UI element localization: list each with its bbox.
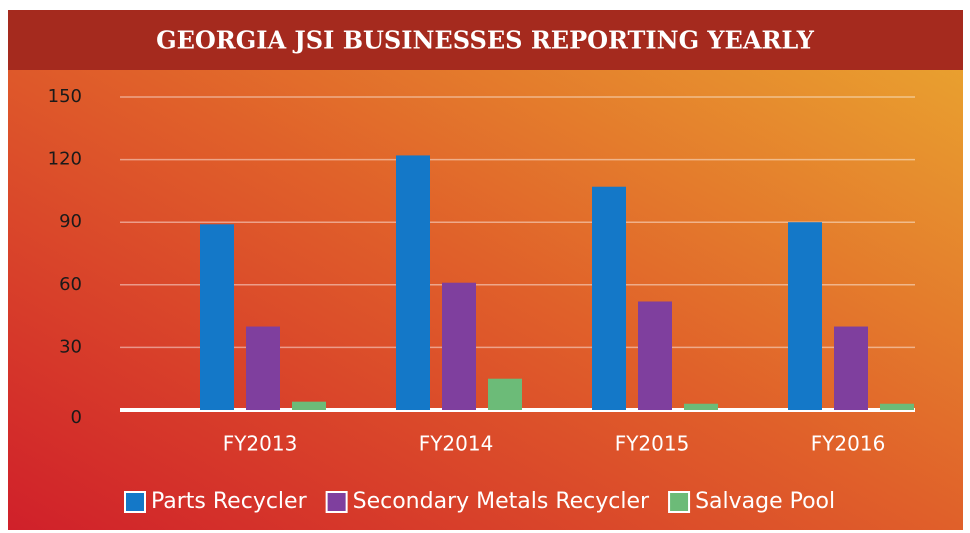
bar	[638, 301, 672, 410]
legend-swatch	[668, 491, 691, 513]
bar	[442, 282, 476, 410]
y-tick-label: 120	[48, 149, 82, 170]
y-tick-label: 0	[71, 407, 82, 428]
bar	[834, 326, 868, 410]
bar	[684, 403, 718, 410]
bar	[592, 186, 626, 410]
y-tick-label: 60	[59, 274, 82, 295]
legend-label: Parts Recycler	[151, 489, 308, 514]
legend-label: Salvage Pool	[695, 489, 835, 514]
bar	[788, 222, 822, 410]
bar	[880, 403, 914, 410]
x-tick-label: FY2016	[811, 432, 886, 456]
legend-label: Secondary Metals Recycler	[353, 489, 650, 514]
x-tick-label: FY2014	[419, 432, 494, 456]
bar	[292, 401, 326, 410]
y-tick-label: 90	[59, 211, 82, 232]
title-bar	[8, 10, 963, 70]
x-tick-label: FY2013	[223, 432, 298, 456]
chart-title: GEORGIA JSI BUSINESSES REPORTING YEARLY	[156, 26, 815, 55]
y-tick-label: 150	[48, 86, 82, 107]
bar	[396, 155, 430, 410]
x-tick-label: FY2015	[615, 432, 690, 456]
legend-swatch	[124, 491, 146, 513]
legend-swatch	[325, 491, 348, 513]
bar	[200, 224, 234, 410]
bar	[488, 378, 522, 410]
bar	[246, 326, 280, 410]
y-tick-label: 30	[59, 336, 82, 357]
